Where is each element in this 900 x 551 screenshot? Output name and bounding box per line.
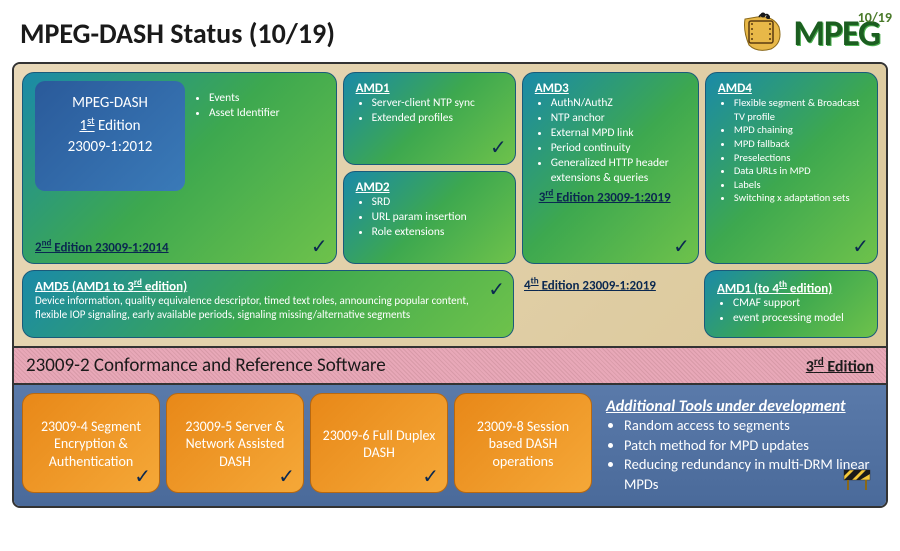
ed2-label: 2nd Edition 23009-1:2014	[35, 238, 324, 255]
col-amd3: AMD3 AuthN/AuthZ NTP anchor External MPD…	[522, 72, 699, 264]
header: MPEG-DASH Status (10/19) MPEG 10/19	[0, 0, 900, 62]
amd1-list: Server-client NTP sync Extended profiles	[356, 96, 503, 126]
card-title: AMD2	[356, 180, 503, 195]
list-item: SRD	[372, 195, 503, 210]
amd4-list: Flexible segment & Broadcast TV profile …	[718, 96, 865, 205]
ed4-label: 4th Edition 23009-1:2019	[520, 270, 698, 338]
list-item: Patch method for MPD updates	[624, 436, 870, 456]
card-text: 23009-5 Server & Network Assisted DASH	[173, 418, 297, 471]
list-item: AuthN/AuthZ	[551, 96, 686, 111]
col-amd1-2: AMD1 Server-client NTP sync Extended pro…	[343, 72, 516, 264]
card-23009-5: 23009-5 Server & Network Assisted DASH ✓	[166, 393, 304, 493]
row-1: MPEG-DASH 1st Edition 23009-1:2012 Event…	[22, 72, 878, 264]
card-title: AMD1	[356, 81, 503, 96]
film-icon	[739, 11, 789, 55]
list-item: Preselections	[734, 151, 865, 165]
card-2nd-edition: MPEG-DASH 1st Edition 23009-1:2012 Event…	[22, 72, 337, 264]
card-1st-edition: MPEG-DASH 1st Edition 23009-1:2012	[35, 81, 185, 191]
ed2-bullets: Events Asset Identifier	[193, 81, 280, 238]
list-item: Labels	[734, 178, 865, 192]
card-title: AMD5 (AMD1 to 3rd edition)	[35, 277, 501, 294]
list-item: External MPD link	[551, 126, 686, 141]
col-amd4: AMD4 Flexible segment & Broadcast TV pro…	[705, 72, 878, 264]
amd3-list: AuthN/AuthZ NTP anchor External MPD link…	[535, 96, 686, 186]
card-amd1: AMD1 Server-client NTP sync Extended pro…	[343, 72, 516, 165]
mpeg-logo: MPEG 10/19	[739, 11, 880, 55]
list-item: Server-client NTP sync	[372, 96, 503, 111]
card-title: AMD4	[718, 81, 865, 96]
card-amd2: AMD2 SRD URL param insertion Role extens…	[343, 171, 516, 264]
page-title: MPEG-DASH Status (10/19)	[20, 16, 335, 51]
list-item: CMAF support	[733, 296, 865, 311]
conformance-title: 23009-2 Conformance and Reference Softwa…	[26, 354, 386, 377]
construction-icon	[842, 466, 872, 492]
ed1-edition: 1st Edition	[41, 114, 179, 137]
list-item: Asset Identifier	[209, 106, 280, 121]
check-icon: ✓	[134, 465, 151, 490]
check-icon: ✓	[422, 465, 439, 490]
card-amd3: AMD3 AuthN/AuthZ NTP anchor External MPD…	[522, 72, 699, 264]
section-tools: 23009-4 Segment Encryption & Authenticat…	[14, 385, 886, 506]
conformance-edition: 3rd Edition	[806, 355, 874, 376]
list-item: Reducing redundancy in multi-DRM linear …	[624, 455, 870, 494]
card-title: AMD1 (to 4th edition)	[717, 279, 865, 296]
list-item: MPD chaining	[734, 123, 865, 137]
card-23009-8: 23009-8 Session based DASH operations	[454, 393, 592, 493]
card-amd5: AMD5 (AMD1 to 3rd edition) Device inform…	[22, 270, 514, 338]
list-item: MPD fallback	[734, 137, 865, 151]
check-icon: ✓	[488, 277, 505, 302]
card-text: 23009-8 Session based DASH operations	[461, 418, 585, 471]
list-item: Extended profiles	[372, 111, 503, 126]
list-item: Data URLs in MPD	[734, 164, 865, 178]
amd1-4-list: CMAF support event processing model	[717, 296, 865, 326]
amd2-list: SRD URL param insertion Role extensions	[356, 195, 503, 240]
list-item: Flexible segment & Broadcast TV profile	[734, 96, 865, 123]
section-23009-1: MPEG-DASH 1st Edition 23009-1:2012 Event…	[14, 64, 886, 346]
ed3-label: 3rd Edition 23009-1:2019	[535, 186, 686, 205]
card-23009-4: 23009-4 Segment Encryption & Authenticat…	[22, 393, 160, 493]
check-icon: ✓	[278, 465, 295, 490]
list-item: event processing model	[733, 311, 865, 326]
card-23009-6: 23009-6 Full Duplex DASH ✓	[310, 393, 448, 493]
list-item: Events	[209, 91, 280, 106]
card-title: AMD3	[535, 81, 686, 96]
check-icon: ✓	[490, 135, 507, 160]
row-2: AMD5 (AMD1 to 3rd edition) Device inform…	[22, 270, 878, 338]
amd5-text: Device information, quality equivalence …	[35, 294, 501, 322]
card-text: 23009-6 Full Duplex DASH	[317, 427, 441, 462]
list-item: NTP anchor	[551, 111, 686, 126]
ed1-spec: 23009-1:2012	[41, 137, 179, 158]
additional-tools: Additional Tools under development Rando…	[598, 393, 878, 498]
list-item: Generalized HTTP header extensions & que…	[551, 156, 686, 186]
section-23009-2: 23009-2 Conformance and Reference Softwa…	[14, 346, 886, 385]
check-icon: ✓	[852, 234, 869, 259]
card-amd1-4th: AMD1 (to 4th edition) CMAF support event…	[704, 270, 878, 338]
tools-title: Additional Tools under development	[606, 397, 870, 416]
list-item: Role extensions	[372, 225, 503, 240]
card-text: 23009-4 Segment Encryption & Authenticat…	[29, 418, 153, 471]
card-amd4: AMD4 Flexible segment & Broadcast TV pro…	[705, 72, 878, 264]
list-item: Period continuity	[551, 141, 686, 156]
list-item: Random access to segments	[624, 416, 870, 436]
date-badge: 10/19	[858, 9, 892, 26]
list-item: Switching x adaptation sets	[734, 191, 865, 205]
main-frame: MPEG-DASH 1st Edition 23009-1:2012 Event…	[12, 62, 888, 508]
check-icon: ✓	[673, 234, 690, 259]
check-icon: ✓	[311, 234, 328, 259]
tools-list: Random access to segments Patch method f…	[606, 416, 870, 494]
list-item: URL param insertion	[372, 210, 503, 225]
ed1-title: MPEG-DASH	[41, 93, 179, 114]
